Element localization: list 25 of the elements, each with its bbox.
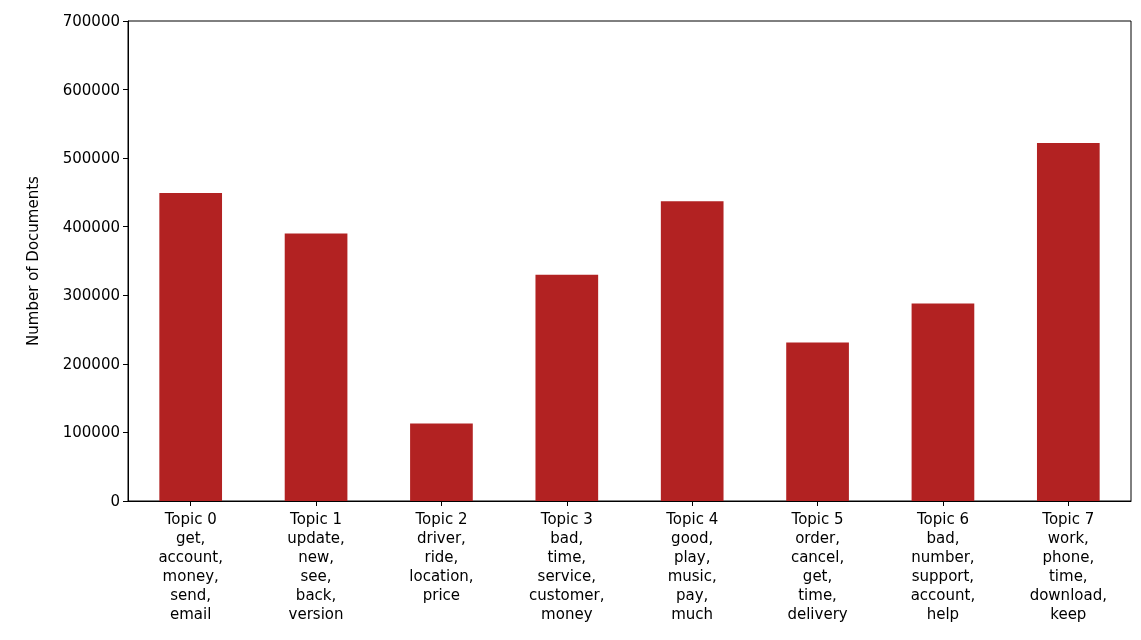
x-tick-label: Topic 3 bad, time, service, customer, money: [529, 509, 605, 623]
x-tick-label: Topic 2 driver, ride, location, price: [409, 509, 474, 604]
bar: [159, 193, 223, 501]
bar: [535, 274, 599, 501]
y-tick-label: 0: [110, 492, 120, 510]
x-tick-label: Topic 7 work, phone, time, download, keep: [1029, 509, 1107, 623]
x-tick-label: Topic 4 good, play, music, pay, much: [665, 509, 719, 623]
y-tick-label: 400000: [62, 217, 120, 236]
y-tick-label: 700000: [62, 12, 120, 30]
y-tick-label: 600000: [62, 80, 120, 99]
bar: [284, 233, 348, 501]
bar: [1036, 143, 1100, 501]
y-axis-title: Number of Documents: [23, 175, 42, 346]
x-tick-label: Topic 0 get, account, money, send, email: [158, 509, 223, 623]
bar: [786, 342, 849, 501]
y-tick-label: 100000: [62, 423, 120, 442]
x-tick-label: Topic 5 order, cancel, get, time, delivery: [787, 509, 848, 623]
bar: [911, 303, 975, 501]
y-tick-label: 200000: [62, 354, 120, 373]
x-tick-label: Topic 1 update, new, see, back, version: [287, 509, 345, 623]
x-tick-label: Topic 6 bad, number, support, account, help: [910, 509, 976, 623]
y-tick-label: 500000: [62, 149, 120, 168]
y-tick-label: 300000: [62, 286, 120, 305]
bar: [660, 201, 724, 501]
bar: [410, 423, 473, 501]
